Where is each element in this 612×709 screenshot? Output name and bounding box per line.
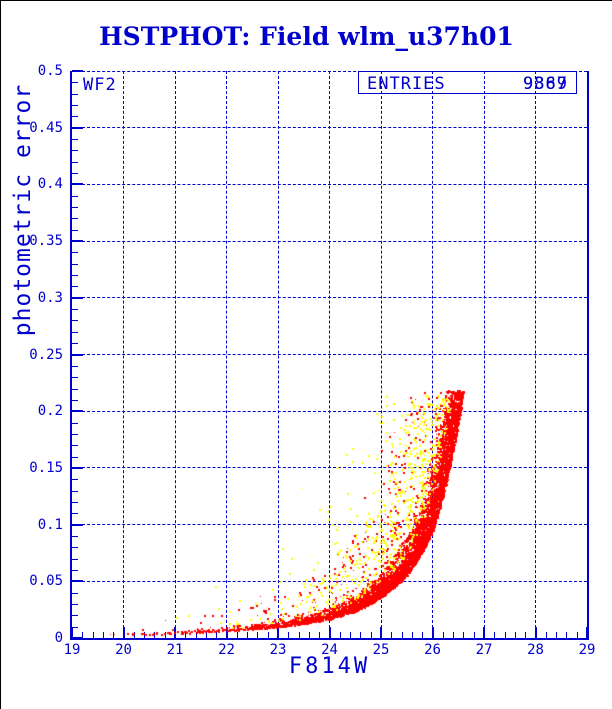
y-tick-label: 0.15: [29, 459, 63, 476]
y-tick-label: 0.05: [29, 573, 63, 590]
x-tick-label: 20: [115, 642, 132, 658]
y-tick-label: 0.4: [37, 176, 63, 193]
entries-box: ENTRIES 9867 9389: [358, 71, 577, 94]
y-axis-label: photometric error: [10, 83, 36, 337]
x-tick-label: 24: [321, 642, 338, 658]
y-tick-label: 0.45: [29, 119, 63, 136]
scatter-points-canvas: [72, 71, 587, 638]
x-tick-label: 19: [63, 642, 81, 658]
x-axis-label: F814W: [288, 654, 371, 679]
x-tick-label: 23: [269, 642, 287, 658]
entries-value-2: 9389: [523, 74, 568, 94]
plot-title: HSTPHOT: Field wlm_u37h01: [99, 22, 514, 51]
plot-area: WF2 ENTRIES 9867 9389: [70, 70, 589, 640]
y-tick-label: 0.3: [37, 289, 63, 306]
y-tick-label: 0.5: [37, 63, 63, 79]
x-tick-label: 27: [475, 642, 493, 658]
x-tick-label: 21: [166, 642, 184, 658]
x-tick-label: 25: [372, 642, 390, 658]
x-tick-label: 22: [218, 642, 235, 658]
x-tick-label: 26: [424, 642, 441, 658]
x-tick-label: 28: [527, 642, 544, 658]
y-tick-label: 0.1: [37, 516, 63, 533]
x-tick-label: 29: [578, 642, 596, 658]
y-tick-label: 0.35: [29, 233, 63, 250]
entries-label: ENTRIES: [367, 74, 446, 94]
y-major-tick: [72, 637, 83, 639]
y-tick-label: 0: [54, 630, 63, 646]
x-major-tick: [586, 627, 588, 638]
chip-label: WF2: [83, 75, 117, 95]
y-tick-label: 0.2: [37, 403, 63, 420]
entries-value-1: 9867: [523, 74, 568, 94]
y-tick-label: 0.25: [29, 346, 63, 363]
